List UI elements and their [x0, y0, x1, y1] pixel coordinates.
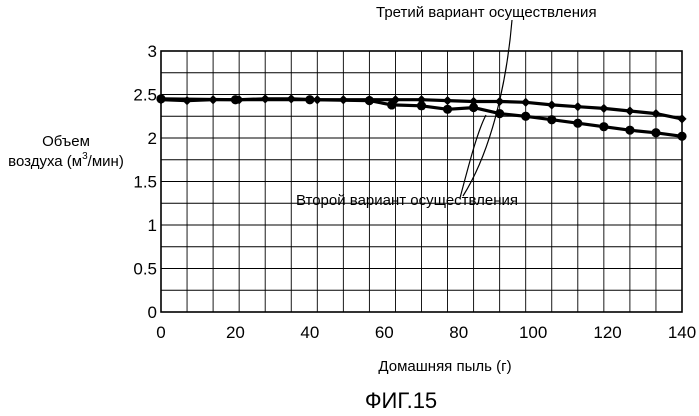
- data-point-diamond: [521, 98, 530, 107]
- x-tick-label: 120: [593, 323, 621, 342]
- data-point-diamond: [547, 100, 556, 109]
- x-tick-label: 60: [375, 323, 394, 342]
- data-point-circle: [443, 105, 452, 114]
- y-axis-label-prefix: воздуха (м: [8, 153, 82, 170]
- data-point-diamond: [209, 95, 218, 104]
- x-tick-label: 100: [519, 323, 547, 342]
- x-tick-label: 0: [156, 323, 165, 342]
- data-point-circle: [677, 132, 686, 141]
- figure-caption: ФИГ.15: [365, 388, 437, 413]
- data-point-circle: [651, 128, 660, 137]
- data-point-circle: [573, 119, 582, 128]
- x-tick-labels: 0 20 40 60 80 100 120 140: [156, 323, 696, 342]
- y-tick-label: 2: [148, 129, 157, 148]
- x-tick-label: 80: [449, 323, 468, 342]
- y-tick-labels: 0 0.5 1 1.5 2 2.5 3: [133, 42, 157, 322]
- y-axis-label-suffix: /мин): [88, 153, 124, 170]
- data-point-circle: [547, 115, 556, 124]
- data-point-diamond: [651, 109, 660, 118]
- data-point-diamond: [677, 114, 686, 123]
- y-tick-label: 1: [148, 216, 157, 235]
- y-tick-label: 1.5: [133, 173, 157, 192]
- legend-label-third: Третий вариант осуществления: [376, 4, 597, 21]
- data-point-circle: [521, 112, 530, 121]
- data-point-circle: [625, 126, 634, 135]
- x-axis-label: Домашняя пыль (г): [378, 358, 511, 375]
- y-axis-label-line2: воздуха (м3/мин): [8, 151, 124, 170]
- grid: [161, 51, 682, 312]
- x-tick-label: 140: [668, 323, 696, 342]
- data-point-diamond: [625, 106, 634, 115]
- legend-label-second: Второй вариант осуществления: [296, 192, 518, 209]
- data-point-diamond: [339, 95, 348, 104]
- y-axis-label-line1: Объем: [42, 133, 90, 150]
- data-point-diamond: [182, 96, 191, 105]
- data-point-diamond: [599, 104, 608, 113]
- data-point-diamond: [287, 94, 296, 103]
- data-point-diamond: [573, 102, 582, 111]
- y-tick-label: 3: [148, 42, 157, 61]
- data-point-diamond: [443, 96, 452, 105]
- y-tick-label: 0: [148, 303, 157, 322]
- x-tick-label: 40: [300, 323, 319, 342]
- x-tick-label: 20: [226, 323, 245, 342]
- y-tick-label: 2.5: [133, 86, 157, 105]
- data-point-circle: [599, 122, 608, 131]
- data-point-diamond: [313, 95, 322, 104]
- y-tick-label: 0.5: [133, 260, 157, 279]
- data-point-diamond: [261, 94, 270, 103]
